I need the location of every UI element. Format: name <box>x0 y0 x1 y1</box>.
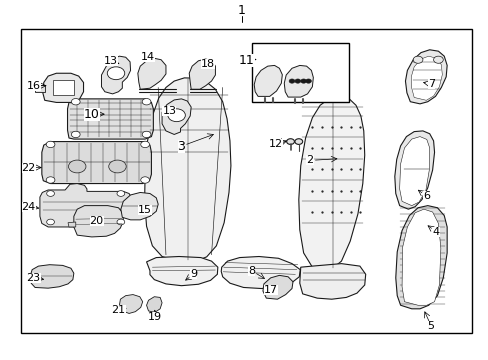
Polygon shape <box>298 97 364 270</box>
Circle shape <box>46 191 54 196</box>
Polygon shape <box>67 99 153 139</box>
Circle shape <box>288 79 294 83</box>
Text: 9: 9 <box>190 269 197 279</box>
Polygon shape <box>401 209 440 305</box>
Polygon shape <box>146 257 217 286</box>
Text: 8: 8 <box>248 266 255 276</box>
Circle shape <box>68 160 86 173</box>
Polygon shape <box>399 136 429 206</box>
Bar <box>251 43 348 102</box>
Circle shape <box>141 177 149 183</box>
Circle shape <box>141 141 149 148</box>
Text: 15: 15 <box>138 205 152 215</box>
Polygon shape <box>299 264 365 299</box>
Circle shape <box>300 79 306 83</box>
Polygon shape <box>119 294 142 314</box>
Polygon shape <box>254 66 282 96</box>
Text: 19: 19 <box>147 312 162 322</box>
Text: 12: 12 <box>268 139 283 149</box>
Text: 22: 22 <box>21 163 36 172</box>
Polygon shape <box>284 66 313 97</box>
Circle shape <box>107 67 124 80</box>
Text: 2: 2 <box>306 156 313 166</box>
Circle shape <box>412 56 422 63</box>
Circle shape <box>167 109 185 122</box>
Polygon shape <box>144 78 230 261</box>
Circle shape <box>46 219 54 225</box>
Polygon shape <box>43 73 83 103</box>
Polygon shape <box>162 99 191 134</box>
Text: 11: 11 <box>239 54 254 67</box>
Text: 13: 13 <box>162 105 176 116</box>
Circle shape <box>108 160 126 173</box>
Polygon shape <box>138 58 165 89</box>
Text: 3: 3 <box>177 140 185 153</box>
Text: 6: 6 <box>422 191 429 201</box>
Polygon shape <box>42 141 151 184</box>
Circle shape <box>46 141 55 148</box>
Text: 5: 5 <box>427 321 434 331</box>
Text: 4: 4 <box>431 226 439 237</box>
Circle shape <box>46 177 55 183</box>
Text: 24: 24 <box>21 202 36 212</box>
Polygon shape <box>395 206 446 309</box>
Polygon shape <box>30 265 74 288</box>
Polygon shape <box>121 193 158 220</box>
Text: 21: 21 <box>111 305 125 315</box>
Text: 23: 23 <box>26 273 41 283</box>
Circle shape <box>433 56 443 63</box>
Polygon shape <box>405 50 446 104</box>
Circle shape <box>71 131 80 138</box>
Polygon shape <box>146 297 162 312</box>
Circle shape <box>71 99 80 105</box>
Text: 1: 1 <box>238 4 245 18</box>
Polygon shape <box>74 206 123 237</box>
Text: 16: 16 <box>26 81 41 91</box>
Polygon shape <box>221 257 300 288</box>
Circle shape <box>286 139 294 144</box>
Polygon shape <box>410 56 442 100</box>
Polygon shape <box>102 56 130 94</box>
Text: 7: 7 <box>427 79 434 89</box>
Text: 20: 20 <box>89 216 103 226</box>
Polygon shape <box>35 85 45 92</box>
Polygon shape <box>394 131 434 209</box>
Text: 13: 13 <box>104 56 118 66</box>
Circle shape <box>117 191 124 196</box>
Circle shape <box>142 99 151 105</box>
Circle shape <box>117 219 124 225</box>
Circle shape <box>294 79 300 83</box>
Circle shape <box>142 131 151 138</box>
Text: 17: 17 <box>264 285 278 295</box>
Polygon shape <box>263 275 292 299</box>
Polygon shape <box>40 184 132 227</box>
Circle shape <box>305 79 311 83</box>
Circle shape <box>294 139 302 144</box>
Text: 10: 10 <box>83 108 100 121</box>
Text: 18: 18 <box>201 59 215 69</box>
Polygon shape <box>189 59 215 89</box>
Text: 14: 14 <box>140 52 154 62</box>
Polygon shape <box>68 222 76 227</box>
Bar <box>21 29 471 333</box>
Polygon shape <box>53 80 74 95</box>
